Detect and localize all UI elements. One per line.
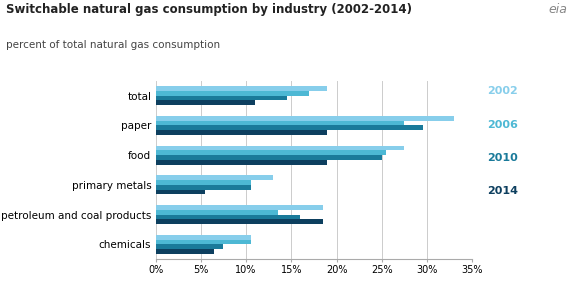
- Bar: [156, 180, 251, 185]
- Text: 2002: 2002: [487, 86, 517, 96]
- Bar: [156, 205, 323, 210]
- Bar: [156, 219, 323, 224]
- Bar: [156, 210, 278, 215]
- Bar: [156, 249, 214, 254]
- Bar: [156, 175, 273, 180]
- Bar: [156, 130, 328, 135]
- Bar: [156, 91, 309, 96]
- Bar: [156, 120, 404, 125]
- Bar: [156, 86, 328, 91]
- Bar: [156, 155, 382, 160]
- Bar: [156, 190, 205, 194]
- Bar: [156, 116, 454, 120]
- Bar: [156, 215, 300, 219]
- Text: percent of total natural gas consumption: percent of total natural gas consumption: [6, 40, 220, 50]
- Text: 2006: 2006: [487, 120, 518, 130]
- Bar: [156, 125, 423, 130]
- Text: 2010: 2010: [487, 153, 517, 163]
- Bar: [156, 235, 251, 240]
- Bar: [156, 185, 251, 190]
- Text: 2014: 2014: [487, 186, 518, 196]
- Bar: [156, 160, 328, 164]
- Bar: [156, 240, 251, 244]
- Bar: [156, 96, 287, 100]
- Bar: [156, 244, 223, 249]
- Bar: [156, 150, 386, 155]
- Bar: [156, 100, 255, 105]
- Bar: [156, 145, 404, 150]
- Text: Switchable natural gas consumption by industry (2002-2014): Switchable natural gas consumption by in…: [6, 3, 412, 16]
- Text: eia: eia: [548, 3, 567, 16]
